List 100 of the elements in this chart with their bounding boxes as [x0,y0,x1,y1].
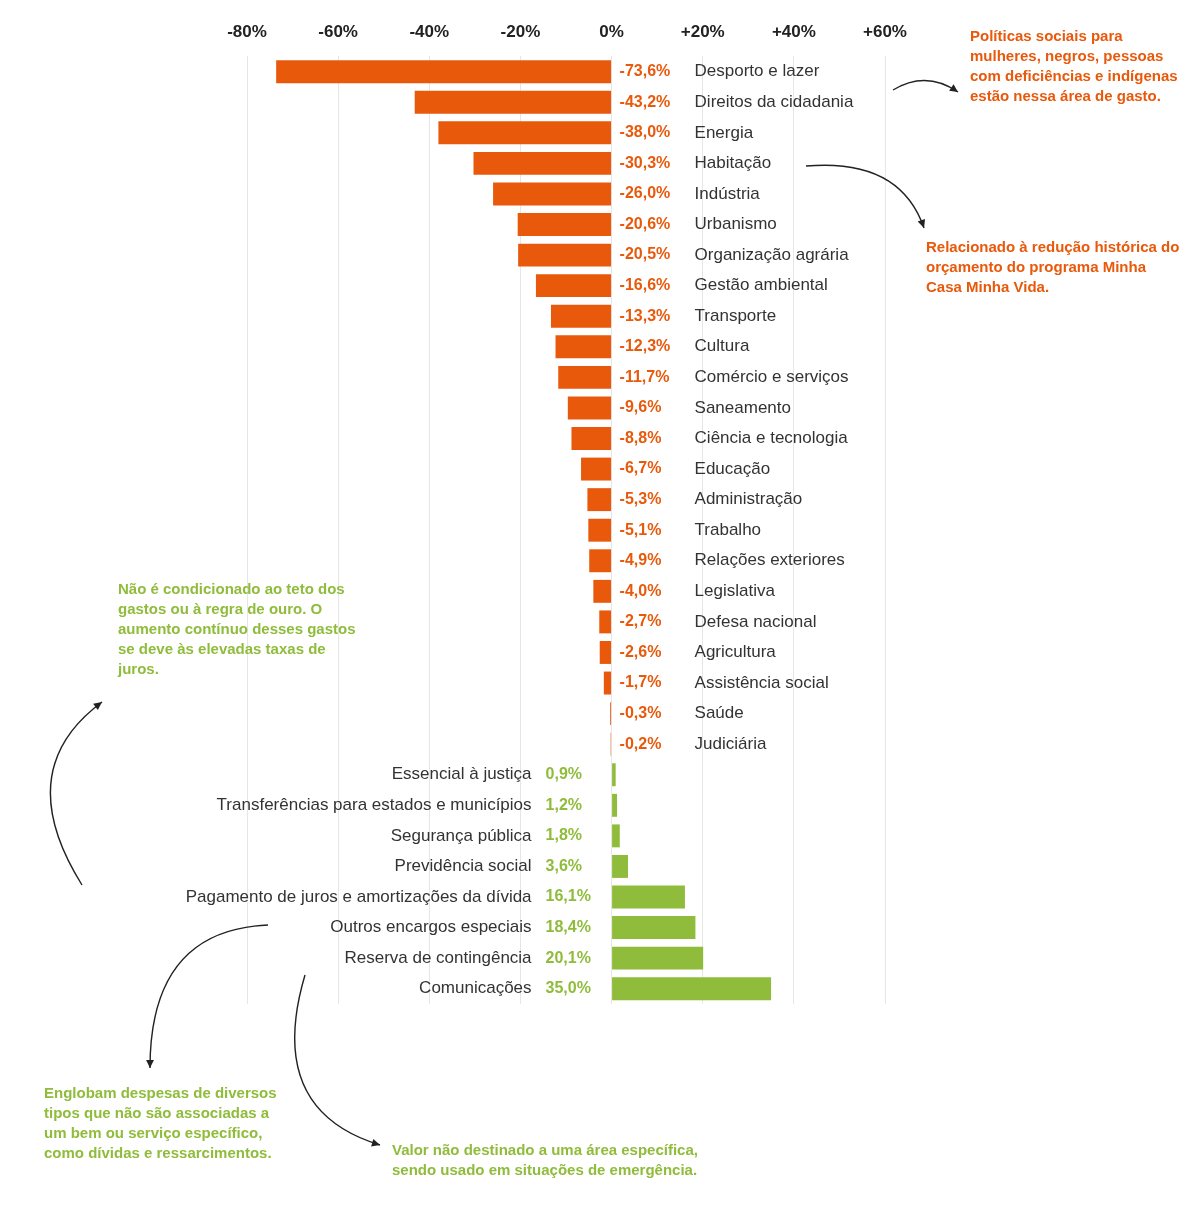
bar [581,457,612,481]
y-tick-label: Habitação [694,153,772,173]
bar [589,549,612,573]
data-label: -0,3% [619,704,662,722]
bar [571,427,612,450]
data-label: -0,2% [619,734,662,752]
data-label: 1,8% [545,826,583,844]
data-label: 3,6% [545,856,583,874]
data-label: -38,0% [619,123,671,141]
bar [535,274,612,298]
data-label: -13,3% [619,306,671,324]
bar [473,151,612,175]
x-tick-label: +20% [680,21,725,41]
y-tick-label: Comunicações [419,978,532,998]
bar [599,641,612,664]
y-tick-label: Indústria [694,183,761,203]
data-label: -2,6% [619,642,662,660]
bar [517,213,612,236]
y-tick-label: Transferências para estados e municípios [216,795,532,814]
text: Relacionado à redução histórica do orçamento do programa Minha Casa Minha Vida. [926,237,1181,297]
data-label: -16,6% [619,276,671,294]
y-tick-label: Urbanismo [694,214,777,234]
y-tick-label: Saúde [694,703,744,723]
y-tick-label: Agricultura [694,642,777,662]
bar [587,488,612,512]
bar [612,824,620,848]
y-tick-label: Defesa nacional [694,611,817,631]
data-label: 18,4% [545,917,591,935]
data-label: -30,3% [619,153,671,171]
bar [567,396,612,420]
data-label: -20,6% [619,214,671,232]
y-tick-label: Essencial à justiça [391,764,533,784]
y-tick-label: Previdência social [394,856,532,876]
y-tick-label: Ciência e tecnologia [694,428,849,448]
bar [555,335,612,359]
y-tick-label: Trabalho [694,519,762,539]
y-tick-label: Transporte [694,305,777,325]
bar [588,518,612,542]
bar [593,579,612,603]
data-label: -1,7% [619,673,662,691]
data-label: -11,7% [619,367,670,385]
text: Valor não destinado a uma área específica, sendo usado em situações de emergência. [392,1140,699,1180]
y-tick-label: Relações exteriores [694,550,845,570]
data-label: -4,0% [619,581,662,599]
y-tick-label: Saneamento [694,397,791,417]
data-label: -2,7% [619,612,662,630]
bar [612,916,696,940]
bar [612,854,628,878]
data-label: 20,1% [545,948,591,966]
data-label: -4,9% [619,551,662,569]
bar [558,365,612,389]
y-tick-label: Educação [694,458,771,478]
bar [612,885,685,909]
data-label: 1,2% [545,795,583,813]
data-label: 16,1% [545,887,591,905]
data-label: -5,1% [619,520,662,538]
data-label: -26,0% [619,184,671,202]
data-label: -8,8% [619,428,662,446]
text: Políticas sociais para mulheres, negros, pessoas com deficiências e indígenas estão nessa área de gasto. [970,26,1179,106]
y-tick-label: Legislativa [694,581,776,601]
y-tick-label: Judiciária [694,733,767,753]
x-tick-label: +60% [863,21,907,41]
data-label: -12,3% [619,337,671,355]
bar [438,121,612,145]
x-tick-label: -40% [409,21,450,41]
data-label: -43,2% [619,92,671,110]
y-tick-label: Reserva de contingência [344,947,533,967]
bar [550,304,612,328]
x-tick-label: 0% [599,21,624,41]
x-tick-label: -80% [227,21,267,41]
x-tick-label: -20% [500,21,541,41]
bar [414,90,612,114]
data-label: 0,9% [545,765,583,783]
y-tick-label: Organização agrária [694,244,850,264]
text: Englobam despesas de diversos tipos que não são associadas a um bem ou serviço específico, como dívidas e ressarcimentos. [44,1083,278,1163]
y-tick-label: Pagamento de juros e amortizações da dívida [185,886,533,906]
bar [612,946,704,970]
x-tick-label: -60% [318,21,358,41]
y-tick-label: Cultura [694,336,750,356]
data-label: -6,7% [619,459,662,477]
y-tick-label: Administração [694,489,803,509]
bar [518,243,612,267]
y-tick-label: Segurança pública [390,825,533,845]
y-tick-label: Energia [694,122,754,142]
data-label: 35,0% [545,979,591,997]
bar [599,610,612,634]
y-tick-label: Desporto e lazer [694,61,820,81]
bar [493,182,612,206]
x-tick-label: +40% [771,21,816,41]
bar [612,793,618,817]
data-label: -5,3% [619,490,662,508]
data-label: -9,6% [619,398,662,416]
bar [603,671,612,695]
annotation: Não é condicionado ao teto dos gastos ou à regra de ouro. O aumento contínuo desses gastos se deve às elevadas taxas de juros. [118,579,357,679]
y-tick-label: Direitos da cidadania [694,91,854,111]
bar [612,977,772,1001]
y-tick-label: Comércio e serviços [694,367,849,387]
bar [612,763,616,787]
data-label: -73,6% [619,62,671,80]
y-tick-label: Outros encargos especiais [330,917,532,937]
